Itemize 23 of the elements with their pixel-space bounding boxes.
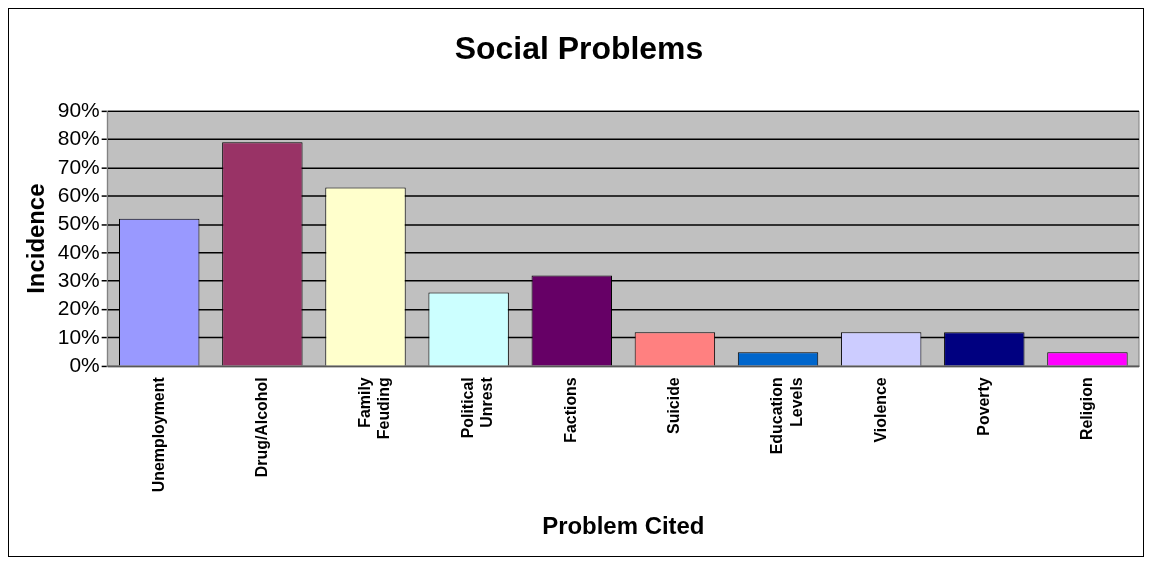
x-tick-label: Religion bbox=[1077, 377, 1095, 441]
y-tick-label: 90% bbox=[57, 97, 100, 121]
x-tick-label: Family Feuding bbox=[355, 377, 393, 440]
y-tick-label: 0% bbox=[69, 353, 100, 377]
y-tick-label: 70% bbox=[57, 154, 100, 178]
y-tick-label: 50% bbox=[57, 211, 100, 235]
x-tick-label: Suicide bbox=[665, 377, 683, 434]
y-tick-label: 30% bbox=[57, 268, 100, 291]
y-tick-label: 10% bbox=[57, 324, 100, 348]
y-tick-label: 20% bbox=[57, 296, 100, 320]
y-axis-title: Incidence bbox=[21, 183, 49, 294]
x-tick-label: Poverty bbox=[974, 377, 992, 436]
x-tick-label: Political Unrest bbox=[459, 376, 496, 439]
x-tick-label: Factions bbox=[562, 377, 580, 443]
x-tick-label: Violence bbox=[871, 377, 889, 443]
chart-title: Social Problems bbox=[454, 29, 704, 66]
y-tick-label: 40% bbox=[57, 239, 100, 263]
x-tick-label: Drug/Alcohol bbox=[252, 377, 270, 478]
y-tick-label: 80% bbox=[57, 126, 100, 150]
x-axis-title: Problem Cited bbox=[542, 512, 705, 540]
x-tick-label: Education Levels bbox=[768, 377, 805, 455]
y-tick-label: 60% bbox=[57, 182, 100, 206]
x-tick-label: Unemployment bbox=[149, 376, 167, 493]
